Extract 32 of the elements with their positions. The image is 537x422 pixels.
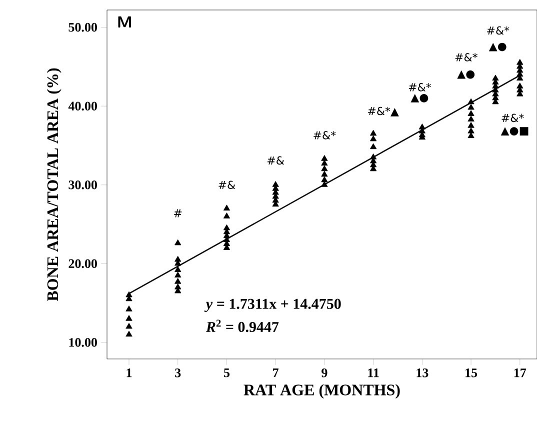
- y-tick-label: 40.00: [68, 102, 97, 111]
- x-tick-label: 11: [368, 368, 379, 378]
- y-tick-label: 50.00: [68, 22, 97, 32]
- annotation: #&*: [408, 83, 432, 92]
- annotation: #&*: [455, 53, 478, 62]
- annotation: ▲●: [488, 42, 506, 52]
- x-tick-label: 1: [126, 368, 132, 378]
- annotation: #&: [218, 180, 236, 190]
- y-tick-label: 30.00: [68, 180, 97, 190]
- annotation: ▲●: [457, 70, 475, 79]
- x-tick-label: 5: [224, 368, 230, 378]
- annotation: ▲●■: [500, 127, 528, 136]
- annotation: R$^{2}$ = 0.9447: [206, 320, 279, 332]
- x-tick-label: 13: [416, 368, 428, 378]
- x-tick-label: 9: [322, 368, 328, 378]
- annotation: y = 1.7311x + 14.4750: [204, 298, 341, 312]
- annotation: #&*: [502, 114, 524, 122]
- x-tick-label: 15: [466, 368, 478, 378]
- x-tick-label: 3: [175, 368, 181, 378]
- annotation: #&*: [314, 131, 336, 140]
- y-tick-label: 20.00: [68, 259, 97, 268]
- x-axis-title: RAT AGE (MONTHS): [244, 384, 400, 399]
- x-tick-label: 7: [273, 368, 279, 378]
- annotation: #: [174, 209, 182, 218]
- annotation: M: [118, 16, 131, 28]
- y-tick-label: 10.00: [69, 338, 97, 347]
- x-tick-label: 17: [514, 368, 526, 378]
- annotation: ▲●: [410, 94, 428, 102]
- y-axis-title: BONE AREA/TOTAL AREA (%): [46, 68, 62, 302]
- annotation: #&: [268, 156, 284, 165]
- annotation: #&*: [487, 26, 510, 35]
- annotation: #&*▲: [368, 106, 399, 116]
